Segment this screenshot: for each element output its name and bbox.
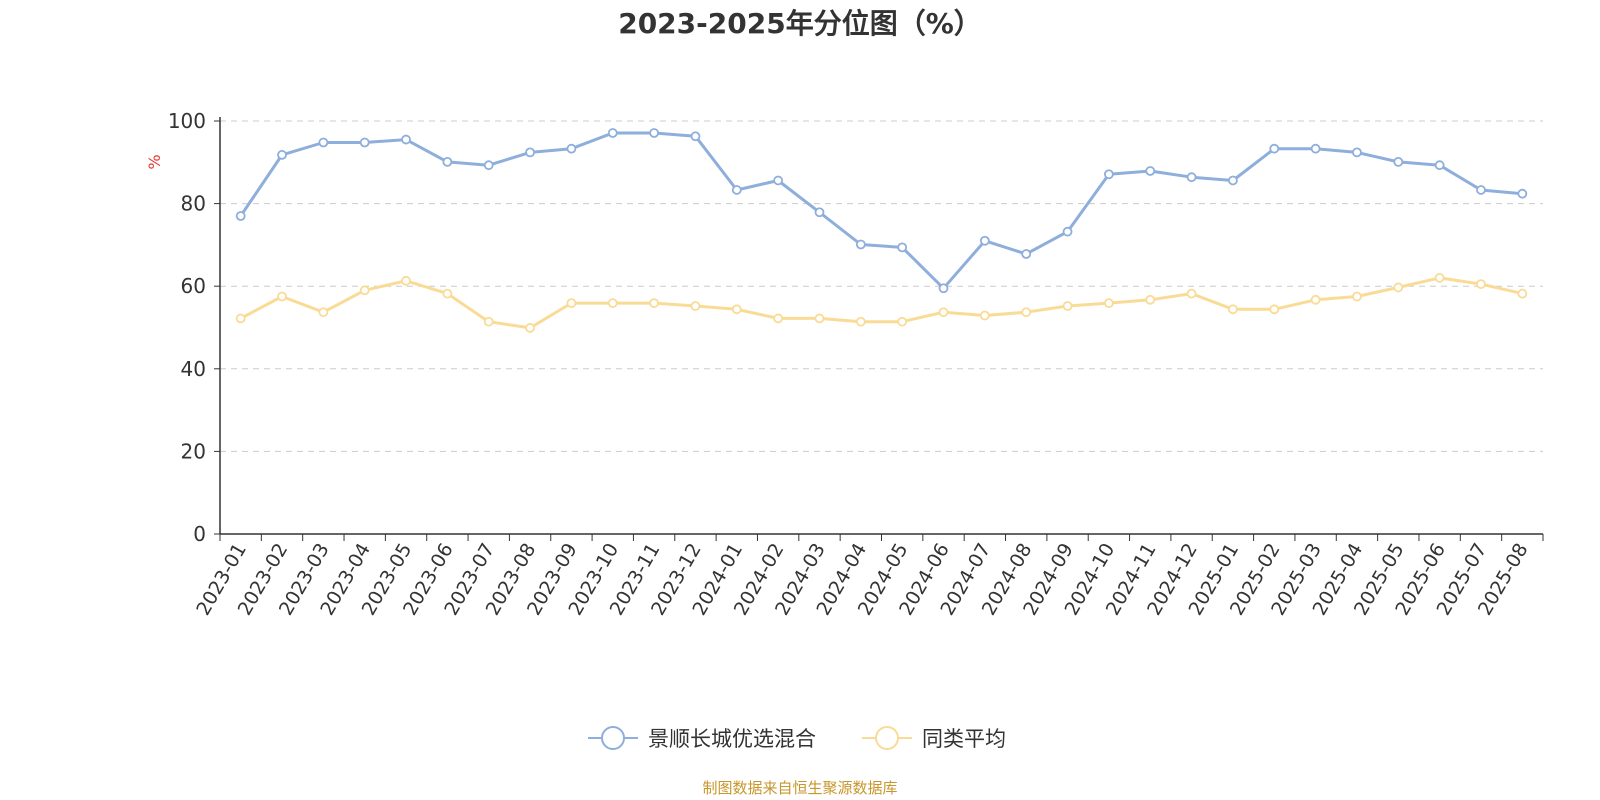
- data-point: [855, 239, 866, 250]
- data-point: [1228, 304, 1238, 315]
- data-point: [235, 313, 246, 324]
- data-point: [1145, 166, 1156, 176]
- legend-marker-0: [601, 726, 625, 750]
- data-point: [442, 156, 453, 167]
- data-point: [277, 149, 287, 160]
- data-point: [1145, 294, 1156, 305]
- data-point: [1269, 143, 1280, 154]
- data-point: [401, 275, 411, 286]
- series-line-1: [239, 276, 1523, 330]
- data-point: [566, 298, 577, 309]
- data-point: [566, 143, 577, 154]
- data-point: [1228, 175, 1238, 186]
- data-point: [773, 313, 784, 324]
- data-point: [442, 288, 453, 299]
- data-point: [359, 285, 370, 296]
- data-point: [318, 137, 329, 148]
- data-point: [649, 128, 660, 138]
- data-point: [773, 175, 784, 186]
- data-point: [1352, 147, 1362, 158]
- legend-marker-1: [875, 726, 899, 750]
- data-point: [525, 323, 535, 333]
- y-tick-label: 20: [181, 439, 206, 463]
- x-axis-ticks: 2023-012023-022023-032023-042023-052023-…: [192, 540, 1532, 620]
- data-point: [1434, 273, 1445, 283]
- data-point: [1103, 169, 1114, 180]
- chart-title: 2023-2025年分位图（%）: [618, 7, 982, 40]
- series-layer: [235, 128, 1528, 333]
- data-point: [1186, 288, 1197, 299]
- data-point: [979, 235, 990, 246]
- legend-label-0: 景顺长城优选混合: [648, 727, 816, 751]
- series-line-0: [239, 131, 1523, 290]
- data-source-note: 制图数据来自恒生聚源数据库: [702, 779, 897, 797]
- data-point: [1517, 288, 1528, 299]
- data-point: [277, 291, 287, 302]
- y-tick-label: 0: [193, 522, 206, 546]
- y-axis-label: %: [145, 154, 164, 169]
- data-point: [607, 298, 618, 309]
- data-point: [483, 160, 494, 171]
- legend-label-1: 同类平均: [922, 727, 1006, 751]
- data-point: [1021, 249, 1032, 259]
- y-axis-ticks: 0 20 40 60 80 100: [168, 109, 206, 546]
- y-tick-label: 60: [181, 274, 206, 298]
- data-point: [1186, 172, 1197, 183]
- data-point: [1310, 294, 1321, 305]
- data-point: [731, 185, 742, 195]
- data-point: [607, 128, 618, 138]
- data-point: [483, 316, 494, 327]
- data-point: [1021, 307, 1032, 318]
- data-point: [1476, 279, 1486, 290]
- grid-lines: [220, 120, 1543, 452]
- y-tick-label: 40: [181, 357, 206, 381]
- data-point: [1310, 143, 1321, 154]
- data-point: [1062, 226, 1073, 237]
- data-point: [318, 307, 329, 318]
- data-point: [938, 307, 949, 318]
- data-point: [1393, 156, 1404, 167]
- data-point: [1103, 298, 1114, 309]
- data-point: [1062, 301, 1073, 311]
- legend: 景顺长城优选混合 同类平均: [588, 726, 1006, 751]
- data-point: [938, 283, 949, 294]
- data-point: [649, 298, 660, 309]
- y-tick-label: 100: [168, 109, 206, 133]
- data-point: [235, 211, 246, 221]
- data-point: [979, 310, 990, 321]
- data-point: [690, 131, 701, 142]
- data-point: [855, 316, 866, 327]
- data-point: [731, 304, 742, 315]
- data-point: [814, 313, 825, 324]
- data-point: [897, 242, 908, 253]
- axes: [214, 117, 1544, 541]
- data-point: [897, 316, 908, 327]
- data-point: [690, 301, 701, 311]
- y-tick-label: 80: [181, 192, 206, 216]
- data-point: [525, 147, 535, 158]
- data-point: [1476, 185, 1486, 195]
- data-point: [1393, 282, 1404, 293]
- data-point: [814, 207, 825, 218]
- data-point: [1269, 304, 1280, 315]
- data-point: [401, 134, 411, 145]
- data-point: [1517, 188, 1528, 199]
- data-point: [1352, 291, 1362, 302]
- data-point: [359, 137, 370, 148]
- data-point: [1434, 160, 1445, 171]
